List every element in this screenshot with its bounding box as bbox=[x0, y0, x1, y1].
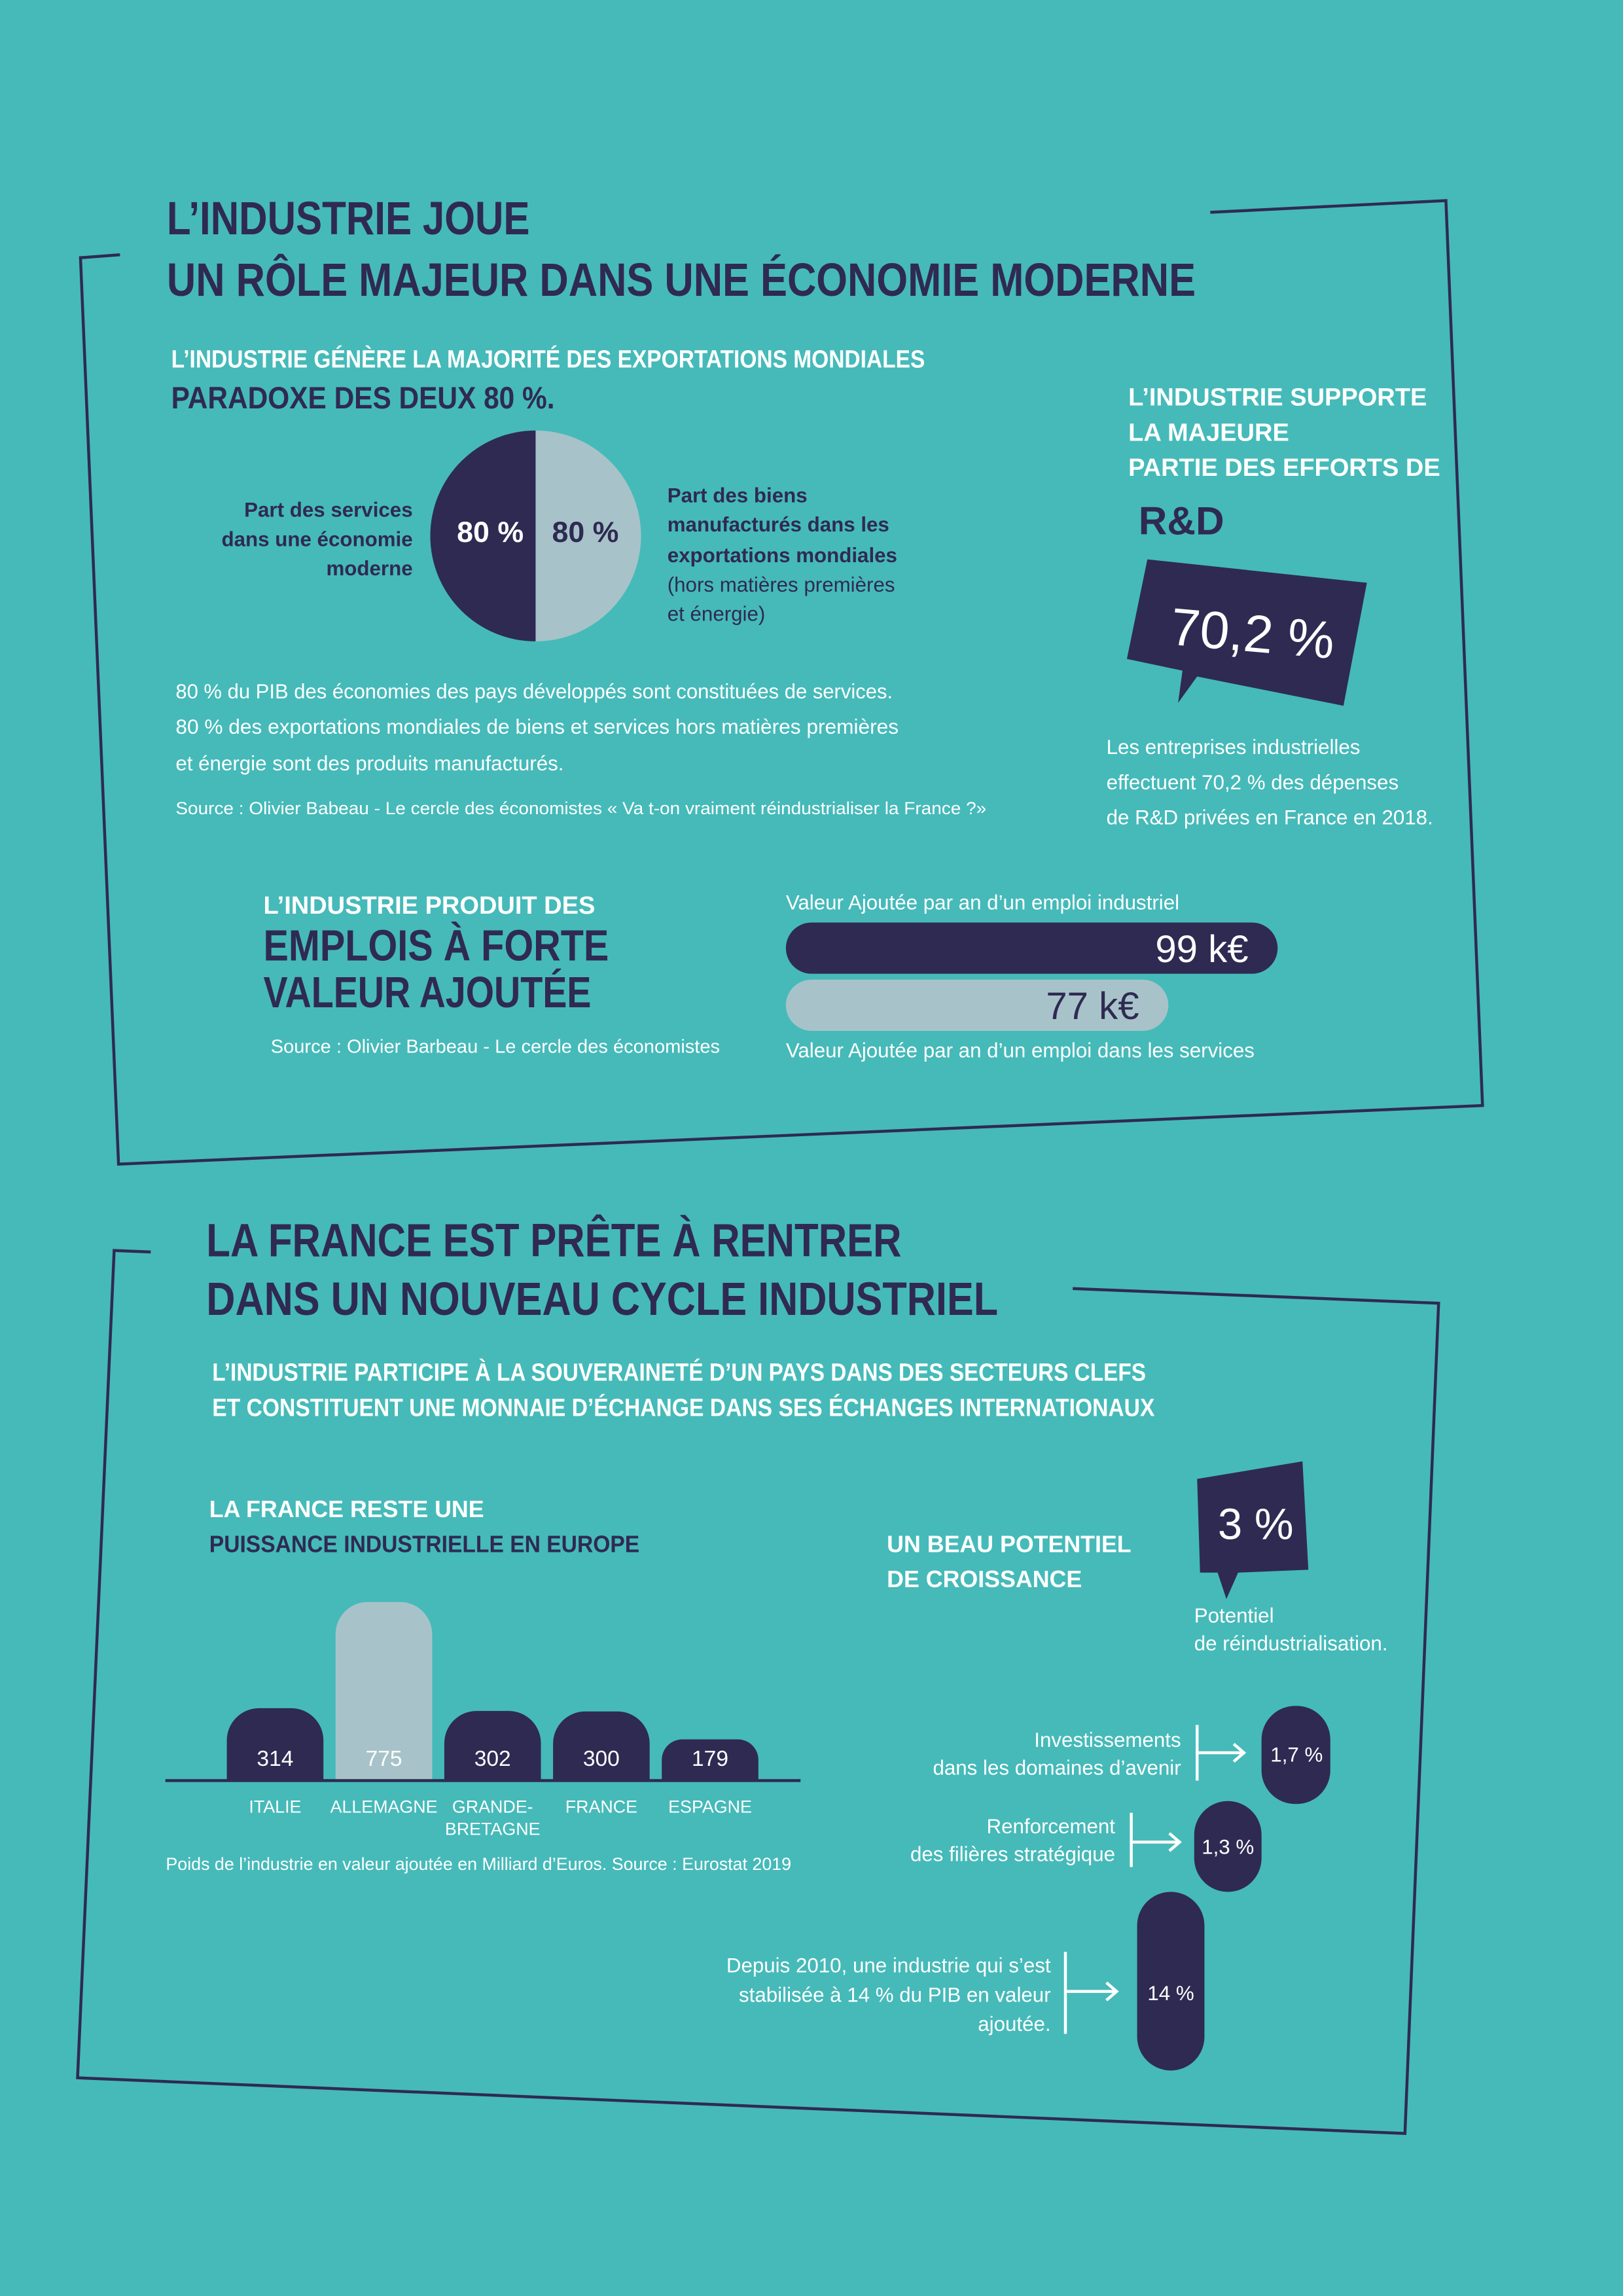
bar-label: Valeur Ajoutée par an d’un emploi indust… bbox=[786, 891, 1179, 914]
pill-value: 14 % bbox=[1147, 1982, 1194, 2005]
item-label: Renforcement bbox=[986, 1815, 1115, 1838]
pie-label: 80 % bbox=[457, 516, 524, 548]
item-label: Investissements bbox=[1034, 1729, 1181, 1751]
item-label: dans les domaines d’avenir bbox=[933, 1757, 1181, 1780]
pie-half bbox=[535, 430, 641, 641]
body-text: Les entreprises industrielles bbox=[1107, 736, 1361, 759]
bar bbox=[444, 1711, 541, 1781]
item-label: Depuis 2010, une industrie qui s’est bbox=[726, 1954, 1051, 1977]
label: dans une économie bbox=[222, 528, 413, 550]
heading: LA FRANCE RESTE UNE bbox=[209, 1496, 484, 1522]
caption: de réindustrialisation. bbox=[1194, 1632, 1388, 1655]
bar-label: Valeur Ajoutée par an d’un emploi dans l… bbox=[786, 1039, 1255, 1062]
source: Source : Olivier Barbeau - Le cercle des… bbox=[271, 1037, 720, 1058]
caption: Poids de l’industrie en valeur ajoutée e… bbox=[166, 1854, 791, 1874]
body-text: 80 % des exportations mondiales de biens… bbox=[175, 715, 899, 738]
pill bbox=[1261, 1706, 1330, 1804]
item-label: ajoutée. bbox=[978, 2013, 1050, 2036]
bar-value: 300 bbox=[583, 1747, 620, 1771]
heading-big: EMPLOIS À FORTE bbox=[264, 922, 609, 971]
value-label: 77 k€ bbox=[1046, 985, 1139, 1028]
label: moderne bbox=[326, 557, 412, 580]
item-label: stabilisée à 14 % du PIB en valeur bbox=[739, 1983, 1051, 2006]
value-bar bbox=[785, 979, 1169, 1031]
pill-value: 1,7 % bbox=[1270, 1743, 1323, 1766]
body-text: effectuent 70,2 % des dépenses bbox=[1107, 771, 1399, 794]
arrow bbox=[1130, 1812, 1182, 1867]
subtitle: L’INDUSTRIE PARTICIPE À LA SOUVERAINETÉ … bbox=[212, 1358, 1146, 1387]
bar-value: 179 bbox=[692, 1747, 728, 1771]
title: L’INDUSTRIE JOUE bbox=[167, 192, 530, 245]
bar bbox=[662, 1739, 758, 1781]
label: Part des services bbox=[244, 499, 412, 522]
heading: L’INDUSTRIE PRODUIT DES bbox=[264, 892, 596, 920]
heading: DE CROISSANCE bbox=[887, 1566, 1082, 1592]
body-text: et énergie sont des produits manufacturé… bbox=[175, 752, 563, 775]
heading: L’INDUSTRIE SUPPORTE bbox=[1128, 384, 1427, 412]
bar bbox=[226, 1708, 324, 1781]
frame bbox=[76, 1249, 1440, 2135]
subtitle: ET CONSTITUENT UNE MONNAIE D’ÉCHANGE DAN… bbox=[212, 1393, 1155, 1422]
note: (hors matières premières bbox=[668, 573, 895, 596]
europe-bars: 314 ITALIE 775 ALLEMAGNE 302 GRANDE-BRETAGNE 3… bbox=[226, 1602, 758, 1839]
label: manufacturés dans les bbox=[668, 513, 889, 536]
category-label: ESPAGNE bbox=[668, 1797, 752, 1817]
heading: LA MAJEURE bbox=[1128, 419, 1289, 446]
heading-big: R&D bbox=[1139, 499, 1224, 543]
title: UN RÔLE MAJEUR DANS UNE ÉCONOMIE MODERNE bbox=[167, 253, 1196, 306]
title: LA FRANCE EST PRÊTE À RENTRER bbox=[206, 1214, 901, 1267]
speech-bubble bbox=[1126, 559, 1367, 706]
category-label: BRETAGNE bbox=[445, 1819, 541, 1839]
arrow bbox=[1196, 1725, 1247, 1781]
bar-value: 775 bbox=[366, 1747, 402, 1771]
category-label: ALLEMAGNE bbox=[330, 1797, 438, 1817]
pill-value: 1,3 % bbox=[1202, 1835, 1254, 1858]
heading: PUISSANCE INDUSTRIELLE EN EUROPE bbox=[209, 1531, 639, 1557]
category-label: FRANCE bbox=[565, 1797, 637, 1817]
caption: Potentiel bbox=[1194, 1604, 1274, 1627]
pie-half bbox=[430, 430, 536, 641]
source: Source : Olivier Babeau - Le cercle des … bbox=[175, 798, 986, 818]
note: et énergie) bbox=[668, 603, 766, 626]
label: exportations mondiales bbox=[668, 544, 897, 567]
speech-bubble bbox=[1197, 1461, 1309, 1600]
heading: PARADOXE DES DEUX 80 %. bbox=[171, 380, 555, 415]
rd-value: 70,2 % bbox=[1168, 598, 1337, 671]
pill bbox=[1194, 1801, 1262, 1892]
growth-value: 3 % bbox=[1218, 1499, 1294, 1549]
label: Part des biens bbox=[668, 484, 808, 507]
bar-value: 302 bbox=[474, 1747, 511, 1771]
category-label: ITALIE bbox=[249, 1797, 301, 1817]
body-text: 80 % du PIB des économies des pays dével… bbox=[175, 680, 893, 703]
title: DANS UN NOUVEAU CYCLE INDUSTRIEL bbox=[206, 1273, 998, 1325]
item-label: des filières stratégique bbox=[910, 1843, 1115, 1866]
heading: L’INDUSTRIE GÉNÈRE LA MAJORITÉ DES EXPOR… bbox=[171, 345, 925, 374]
arrow bbox=[1063, 1952, 1119, 2034]
pill bbox=[1137, 1892, 1205, 2071]
pie-label: 80 % bbox=[552, 516, 619, 548]
job-bars: 99 k€ 77 k€ bbox=[785, 922, 1278, 1031]
frame bbox=[79, 199, 1484, 1166]
value-bar bbox=[785, 922, 1278, 974]
heading: UN BEAU POTENTIEL bbox=[887, 1531, 1131, 1557]
category-label: GRANDE- bbox=[452, 1797, 533, 1817]
value-label: 99 k€ bbox=[1155, 928, 1248, 971]
bar bbox=[553, 1711, 650, 1781]
bar bbox=[335, 1602, 433, 1781]
body-text: de R&D privées en France en 2018. bbox=[1107, 806, 1433, 829]
heading-big: VALEUR AJOUTÉE bbox=[264, 968, 592, 1017]
heading: PARTIE DES EFFORTS DE bbox=[1128, 454, 1440, 482]
bar-value: 314 bbox=[257, 1747, 293, 1771]
